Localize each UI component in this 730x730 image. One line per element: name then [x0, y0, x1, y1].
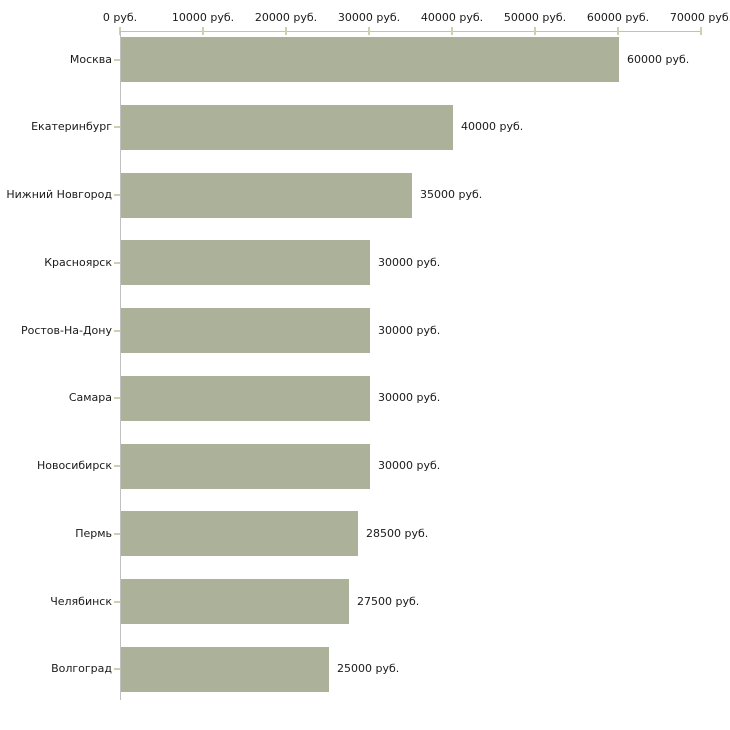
bar — [121, 105, 453, 150]
y-axis-tick-mark — [114, 126, 120, 129]
x-axis-tick-label: 50000 руб. — [503, 11, 567, 24]
x-axis-tick-label: 20000 руб. — [254, 11, 318, 24]
bar — [121, 647, 329, 692]
x-axis-tick-label: 30000 руб. — [337, 11, 401, 24]
x-axis-tick-mark — [202, 27, 204, 35]
category-label: Пермь — [75, 526, 112, 540]
category-label: Ростов-На-Дону — [20, 323, 112, 337]
y-axis-tick-mark — [114, 668, 120, 671]
x-axis-tick-label: 60000 руб. — [586, 11, 650, 24]
x-axis-tick-label: 40000 руб. — [420, 11, 484, 24]
x-axis-tick-label: 0 руб. — [102, 11, 138, 24]
category-label: Волгоград — [51, 662, 112, 676]
category-label: Челябинск — [50, 594, 112, 608]
category-label: Нижний Новгород — [6, 188, 112, 201]
category-label: Самара — [68, 391, 112, 405]
x-axis-tick-mark — [368, 27, 370, 35]
value-label: 27500 руб. — [357, 594, 420, 608]
y-axis-tick-mark — [114, 58, 120, 61]
y-axis-tick-mark — [114, 465, 120, 467]
x-axis-tick-mark — [700, 27, 702, 35]
value-label: 25000 руб. — [337, 662, 400, 676]
value-label: 60000 руб. — [627, 52, 690, 66]
y-axis-line — [120, 31, 121, 700]
bar — [121, 173, 412, 218]
y-axis-tick-mark — [114, 194, 120, 196]
value-label: 40000 руб. — [461, 120, 524, 134]
bar — [121, 444, 370, 489]
value-label: 30000 руб. — [378, 391, 441, 405]
x-axis-tick-label: 10000 руб. — [171, 11, 235, 24]
category-label: Новосибирск — [36, 459, 112, 472]
bar — [121, 308, 370, 353]
x-axis-line — [120, 31, 701, 32]
x-axis-tick-mark — [285, 27, 287, 35]
category-label: Екатеринбург — [31, 120, 112, 134]
bar — [121, 579, 349, 624]
category-label: Красноярск — [44, 255, 112, 269]
bar — [121, 376, 370, 421]
y-axis-tick-mark — [114, 329, 120, 332]
value-label: 30000 руб. — [378, 255, 441, 269]
y-axis-tick-mark — [114, 397, 120, 400]
bar — [121, 37, 619, 82]
value-label: 28500 руб. — [366, 526, 429, 540]
y-axis-tick-mark — [114, 600, 120, 603]
x-axis-tick-mark — [451, 27, 453, 35]
category-label: Москва — [69, 52, 112, 66]
y-axis-tick-mark — [114, 532, 120, 535]
value-label: 30000 руб. — [378, 459, 441, 472]
x-axis-tick-label: 70000 руб. — [669, 11, 730, 24]
bar — [121, 511, 358, 556]
x-axis-tick-mark — [534, 27, 536, 35]
bar — [121, 240, 370, 285]
value-label: 30000 руб. — [378, 323, 441, 337]
y-axis-tick-mark — [114, 261, 120, 264]
x-axis-tick-mark — [617, 27, 619, 35]
value-label: 35000 руб. — [420, 188, 483, 201]
